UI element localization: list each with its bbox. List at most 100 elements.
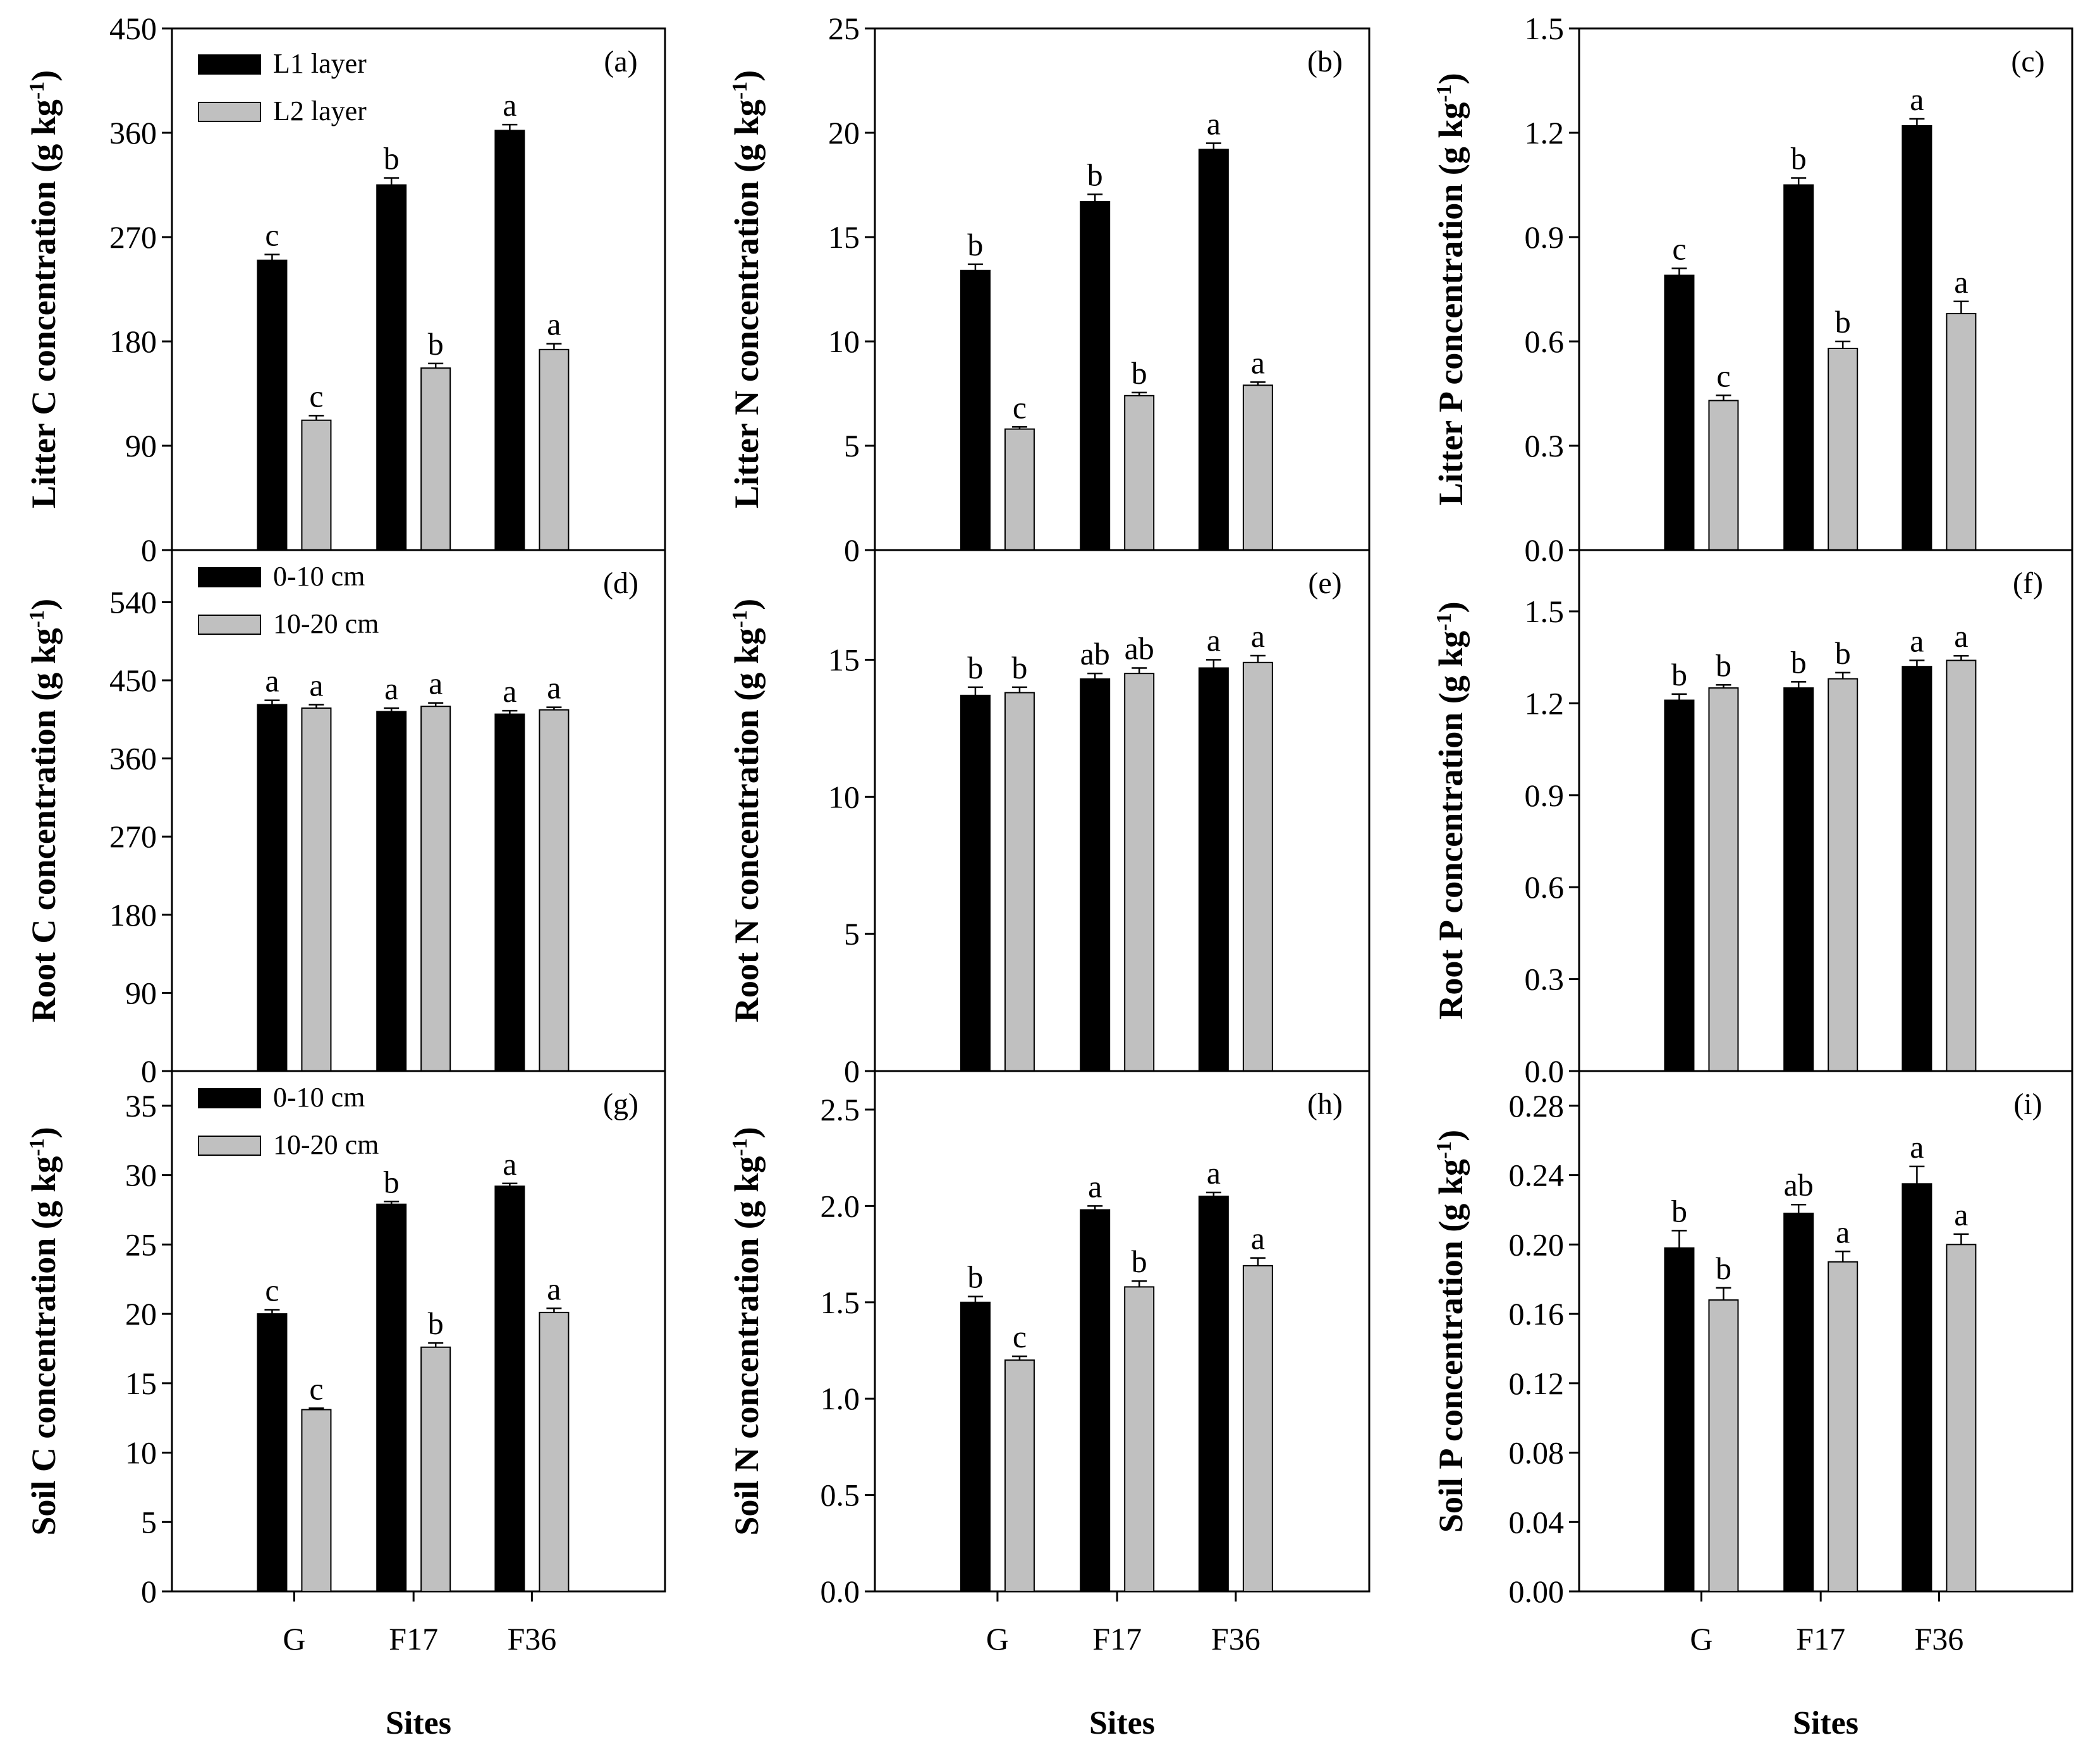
y-tick-label: 1.2: [1525, 115, 1565, 150]
y-tick-label: 1.2: [1525, 685, 1565, 721]
panel-label: (f): [2013, 567, 2043, 600]
y-tick-label: 360: [109, 741, 157, 776]
x-tick-label: F17: [1796, 1621, 1845, 1657]
plot-frame: [874, 1070, 1370, 1593]
panel-label: (g): [603, 1087, 638, 1121]
significance-letter: a: [309, 667, 323, 702]
significance-letter: b: [1671, 1193, 1687, 1228]
panel-c: 0.0 0.3 0.6 0.9 1.2 1.5 Litter P concentration…: [1432, 11, 2073, 568]
x-axis-title: Sites: [386, 1705, 451, 1741]
bar: [960, 269, 991, 551]
y-axis-title: Soil C concentration (g kg-1): [25, 1127, 63, 1535]
significance-letter: a: [547, 1271, 561, 1306]
significance-letter: c: [1672, 231, 1686, 267]
bar: [301, 1409, 332, 1593]
significance-letter: b: [428, 1306, 444, 1341]
significance-letter: a: [384, 671, 398, 706]
y-axis-title-unit: g kg: [1432, 1159, 1470, 1221]
significance-letter: b: [1087, 157, 1103, 192]
panel-label: (b): [1307, 45, 1343, 78]
bar: [1124, 1286, 1155, 1592]
bar: [539, 709, 570, 1072]
bar: [420, 1346, 451, 1593]
y-tick-label: 0: [844, 532, 860, 568]
significance-letter: b: [967, 650, 983, 685]
significance-letter: b: [428, 326, 444, 362]
y-axis-title-paren: ): [728, 599, 766, 610]
y-tick-label: 10: [828, 779, 860, 814]
y-tick-label: 5: [844, 916, 860, 952]
y-axis-title-paren: ): [728, 70, 766, 82]
y-tick-label: 25: [828, 11, 860, 46]
y-axis-title-name: Litter P concentration: [1432, 184, 1470, 506]
panel-a: 0 90 180 270 360 450 Litter C concentration (g…: [25, 11, 666, 568]
bar: [1242, 384, 1273, 551]
y-axis-title-paren: (: [1432, 164, 1470, 183]
bar: [257, 704, 288, 1072]
y-tick-label: 0.9: [1525, 778, 1565, 813]
legend-swatch: [198, 1136, 261, 1156]
y-axis-title-paren: (: [1432, 692, 1470, 712]
y-tick-label: 20: [828, 115, 860, 150]
legend-label: 10-20 cm: [273, 1129, 379, 1160]
bar: [1902, 666, 1932, 1072]
y-tick-label: 90: [125, 428, 157, 463]
bar: [1828, 348, 1859, 551]
bar: [376, 184, 407, 551]
bar: [1708, 400, 1739, 551]
y-axis-title: Soil P concentration (g kg-1): [1432, 1130, 1470, 1533]
significance-letter: a: [547, 307, 561, 342]
y-axis-title-unit-exp: -1: [728, 610, 752, 628]
y-axis-title-unit-exp: -1: [1432, 613, 1456, 630]
significance-letter: a: [265, 663, 279, 699]
bar: [1004, 692, 1035, 1072]
y-axis-title-unit: g kg: [1432, 102, 1470, 164]
bar: [494, 130, 525, 551]
significance-letter: c: [265, 217, 279, 253]
bar: [376, 711, 407, 1072]
significance-letter: b: [967, 227, 983, 262]
panel-e: 0 5 10 15 Root N concentration (g kg-1) (e) b a…: [728, 549, 1370, 1089]
plot-frame: [171, 1070, 666, 1593]
y-axis-title-unit-exp: -1: [1432, 1141, 1456, 1159]
significance-letter: c: [309, 378, 323, 413]
significance-letter: b: [1011, 650, 1027, 685]
bar: [257, 259, 288, 551]
y-tick-label: 10: [125, 1435, 157, 1471]
y-tick-label: 270: [109, 219, 157, 255]
x-tick-label: G: [1690, 1621, 1712, 1657]
panel-h: 0.0 0.5 1.0 1.5 2.0 2.5 G F17 F36 Sites Soil N con…: [728, 1070, 1370, 1741]
significance-letter: a: [1251, 1221, 1265, 1256]
significance-letter: a: [1836, 1214, 1850, 1249]
y-tick-label: 1.5: [821, 1285, 860, 1320]
bar: [420, 367, 451, 551]
y-tick-label: 20: [125, 1296, 157, 1332]
panel-d: 0 90 180 270 360 450 540 Root C concentration (…: [25, 549, 666, 1089]
y-tick-label: 0.6: [1525, 869, 1565, 905]
y-axis-title-paren: ): [25, 599, 63, 610]
legend-label: 10-20 cm: [273, 608, 379, 639]
y-tick-label: 0: [141, 532, 157, 568]
plot-frame: [874, 27, 1370, 551]
bar: [1080, 200, 1111, 551]
significance-letter: b: [1132, 1244, 1147, 1279]
y-tick-label: 15: [125, 1366, 157, 1401]
y-tick-label: 10: [828, 324, 860, 359]
x-tick-label: G: [283, 1621, 305, 1657]
plot-frame: [1578, 549, 2073, 1072]
bar: [1242, 661, 1273, 1072]
significance-letter: a: [1954, 1197, 1968, 1232]
bar: [1664, 699, 1695, 1072]
bar: [1124, 395, 1155, 551]
bar: [301, 419, 332, 551]
legend-label: L2 layer: [273, 95, 367, 126]
bar: [1828, 1261, 1859, 1593]
significance-letter: b: [1716, 647, 1731, 683]
significance-letter: a: [1207, 622, 1221, 658]
significance-letter: c: [1013, 389, 1027, 425]
y-tick-label: 1.5: [1525, 11, 1565, 46]
x-tick-label: F36: [507, 1621, 556, 1657]
significance-letter: ab: [1080, 636, 1110, 671]
legend-label: L1 layer: [273, 48, 367, 79]
y-axis-title-unit: g kg: [1432, 631, 1470, 693]
